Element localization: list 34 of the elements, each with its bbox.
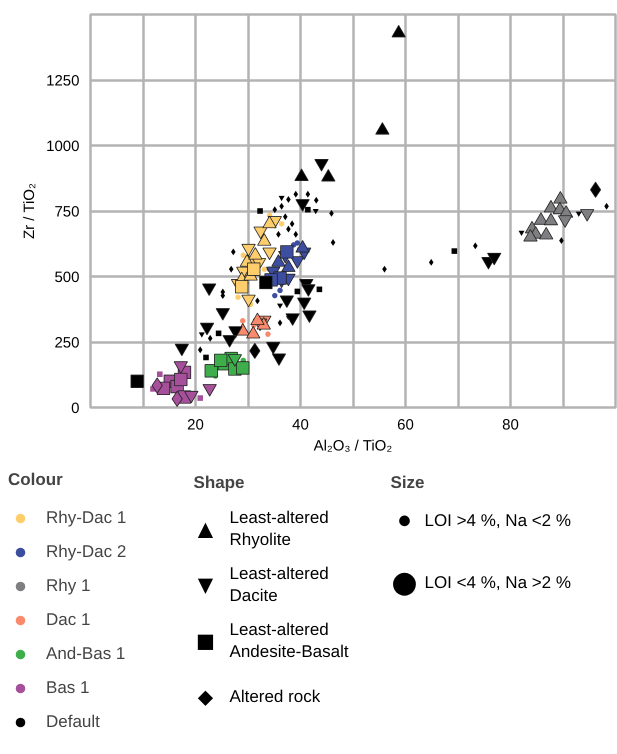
legend-label: Rhy 1 (46, 575, 90, 597)
legend-label: Rhy-Dac 1 (46, 507, 126, 529)
text: Least-altered Andesite-Basalt (230, 620, 349, 661)
text: ▼ (198, 572, 214, 596)
text: LOI <4 %, Na >2 % (424, 573, 571, 592)
text: ▲ (198, 516, 214, 540)
legend-label: Dac 1 (46, 609, 90, 631)
x-tick-label: 80 (502, 416, 519, 434)
legend-label: And-Bas 1 (46, 643, 126, 665)
legend-label: Rhy-Dac 2 (46, 541, 126, 563)
y-tick-label: 1250 (46, 72, 80, 90)
text: Size (390, 473, 425, 492)
y-tick-label: 500 (54, 269, 80, 286)
text: ● (398, 512, 411, 528)
y-tick-label: 1000 (46, 138, 80, 155)
text: Altered rock (230, 687, 321, 706)
text: Least-altered Dacite (230, 564, 329, 605)
y-axis-title: Zr / TiO₂ (21, 183, 38, 240)
y-tick-label: 250 (54, 334, 80, 352)
text: LOI >4 %, Na <2 % (424, 511, 571, 530)
x-tick-label: 40 (292, 416, 309, 434)
legend-label: Bas 1 (46, 677, 90, 699)
y-tick-label: 0 (71, 400, 80, 417)
x-tick-label: 60 (397, 416, 414, 434)
x-axis-title: Al₂O₃ / TiO₂ (314, 438, 392, 454)
text: ◆ (198, 684, 214, 708)
legend-label: Default (46, 711, 100, 733)
x-tick-label: 20 (187, 416, 204, 434)
legend-title: Colour (8, 470, 64, 490)
y-tick-label: 750 (54, 204, 80, 220)
text: ■ (196, 628, 215, 652)
text: Shape (194, 473, 245, 492)
text: ● (391, 565, 418, 600)
text: Least-altered Rhyolite (230, 508, 329, 549)
